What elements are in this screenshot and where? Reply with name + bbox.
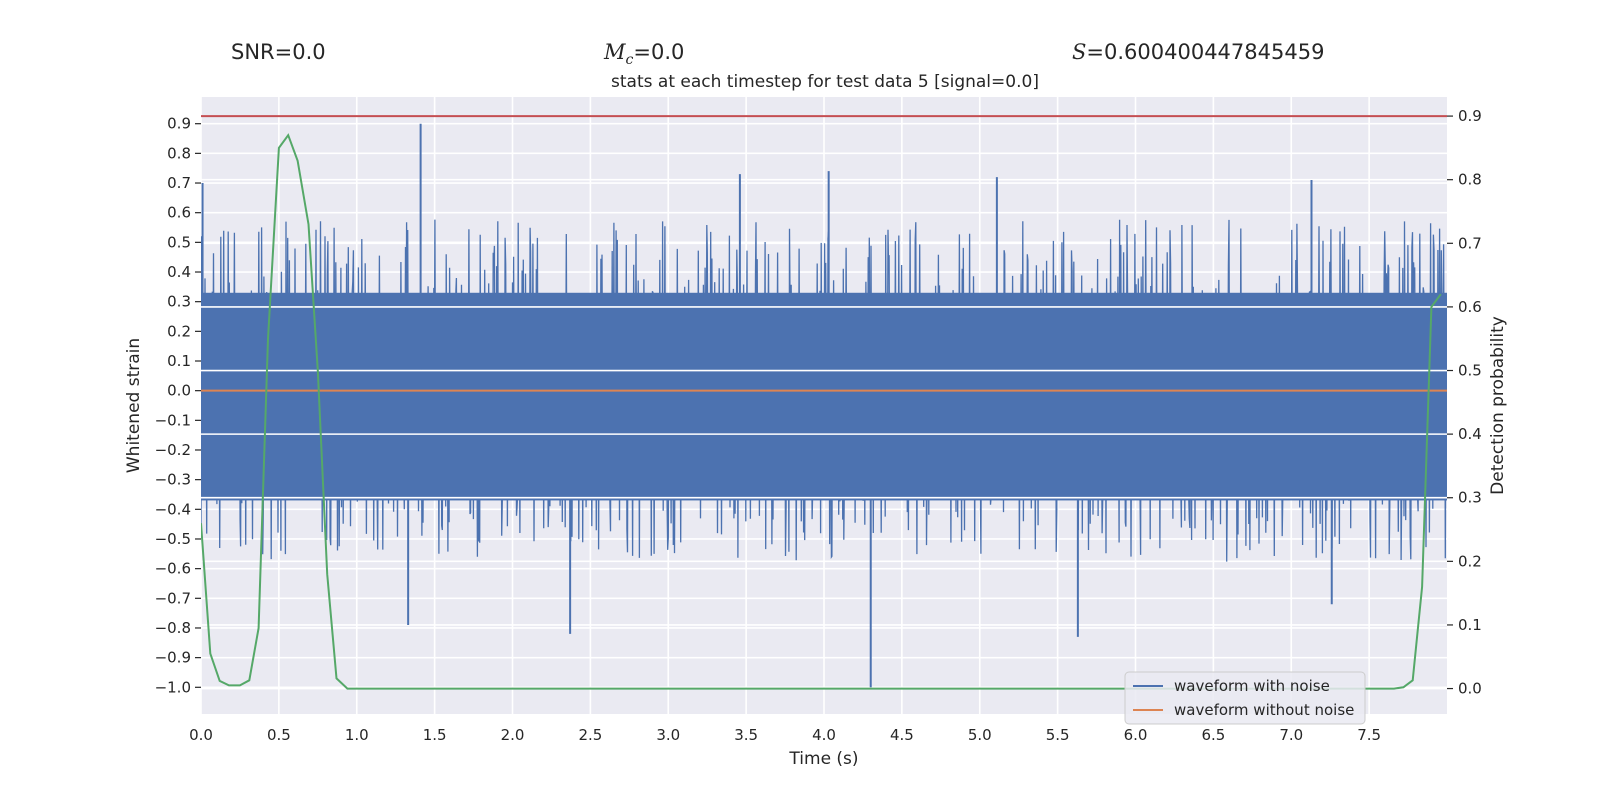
y2-axis-label: Detection probability [1488, 316, 1508, 495]
x-axis-label: Time (s) [788, 749, 858, 769]
y-tick-label: −0.9 [155, 649, 191, 667]
x-tick-label: 0.0 [189, 726, 213, 744]
x-tick-label: 3.5 [734, 726, 758, 744]
y-tick-label: 0.9 [167, 115, 191, 133]
y-tick-label: 0.4 [167, 263, 191, 281]
snr-readout: SNR=0.0 [231, 40, 326, 64]
x-tick-label: 4.5 [890, 726, 914, 744]
x-tick-label: 1.0 [345, 726, 369, 744]
noise-dense-band [201, 292, 1447, 501]
x-tick-label: 6.5 [1201, 726, 1225, 744]
y2-tick-label: 0.6 [1458, 298, 1482, 316]
y-tick-label: −0.5 [155, 530, 191, 548]
y-tick-label: 0.8 [167, 144, 191, 162]
legend-label: waveform without noise [1174, 701, 1354, 719]
y-tick-label: −0.7 [155, 589, 191, 607]
y-tick-label: 0.5 [167, 233, 191, 251]
y-tick-label: 0.3 [167, 293, 191, 311]
x-tick-label: 2.5 [578, 726, 602, 744]
x-tick-label: 4.0 [812, 726, 836, 744]
y-tick-label: 0.6 [167, 204, 191, 222]
statistic-readout: S=0.600400447845459 [1072, 40, 1325, 64]
y-axis-label: Whitened strain [124, 338, 144, 473]
y2-tick-label: 0.1 [1458, 616, 1482, 634]
legend: waveform with noise waveform without nois… [1124, 671, 1366, 725]
x-tick-label: 1.5 [423, 726, 447, 744]
y2-tick-label: 0.3 [1458, 489, 1482, 507]
x-tick-label: 5.5 [1046, 726, 1070, 744]
noise-series [201, 123, 1447, 688]
detection-probability-line [201, 133, 1442, 690]
x-tick-label: 0.5 [267, 726, 291, 744]
chart-title: stats at each timestep for test data 5 [… [611, 72, 1039, 92]
y-tick-label: 0.0 [167, 382, 191, 400]
legend-label: waveform with noise [1174, 677, 1330, 695]
y-tick-label: −0.8 [155, 619, 191, 637]
y-tick-label: −0.1 [155, 411, 191, 429]
y-tick-label: −0.2 [155, 441, 191, 459]
y-tick-label: 0.2 [167, 322, 191, 340]
x-tick-label: 7.5 [1357, 726, 1381, 744]
y2-tick-label: 0.5 [1458, 362, 1482, 380]
x-tick-label: 3.0 [656, 726, 680, 744]
y2-tick-label: 0.2 [1458, 552, 1482, 570]
x-tick-label: 7.0 [1279, 726, 1303, 744]
x-tick-label: 5.0 [968, 726, 992, 744]
y2-tick-label: 0.7 [1458, 234, 1482, 252]
y-tick-label: −0.4 [155, 500, 191, 518]
y2-tick-label: 0.8 [1458, 171, 1482, 189]
y-tick-label: −1.0 [155, 678, 191, 696]
y2-tick-label: 0.4 [1458, 425, 1482, 443]
x-tick-label: 2.0 [501, 726, 525, 744]
y-tick-label: −0.3 [155, 471, 191, 489]
y2-tick-label: 0.0 [1458, 680, 1482, 698]
y-tick-label: −0.6 [155, 560, 191, 578]
legend-box [1124, 671, 1366, 725]
y-tick-label: 0.1 [167, 352, 191, 370]
x-tick-label: 6.0 [1124, 726, 1148, 744]
chirp-mass-readout: Mc=0.0 [604, 40, 685, 69]
y-tick-label: 0.7 [167, 174, 191, 192]
y2-tick-label: 0.9 [1458, 107, 1482, 125]
